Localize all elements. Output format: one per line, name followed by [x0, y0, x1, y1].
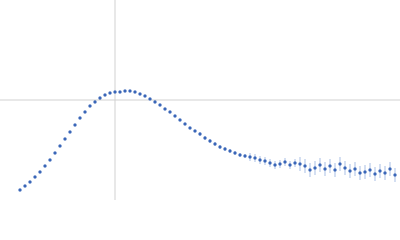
- data-point: [48, 158, 52, 162]
- data-point: [118, 90, 122, 94]
- data-point: [228, 149, 232, 153]
- data-point: [368, 168, 372, 172]
- data-point: [238, 153, 242, 157]
- data-point: [33, 175, 37, 179]
- data-point: [273, 163, 277, 167]
- data-point: [313, 166, 317, 170]
- data-point: [373, 172, 377, 176]
- data-point: [53, 151, 57, 155]
- data-point: [173, 114, 177, 118]
- data-point: [23, 184, 27, 188]
- data-point: [388, 167, 392, 171]
- data-point: [393, 173, 397, 177]
- data-point: [178, 118, 182, 122]
- data-point: [153, 100, 157, 104]
- data-point: [18, 188, 22, 192]
- data-point: [218, 145, 222, 149]
- data-point: [248, 155, 252, 159]
- data-point: [258, 158, 262, 162]
- data-point: [243, 154, 247, 158]
- data-point: [323, 167, 327, 171]
- data-point: [208, 139, 212, 143]
- data-point: [158, 103, 162, 107]
- data-point: [283, 160, 287, 164]
- data-point: [308, 168, 312, 172]
- data-point: [193, 129, 197, 133]
- data-point: [378, 169, 382, 173]
- data-point: [233, 151, 237, 155]
- data-point: [78, 116, 82, 120]
- data-point: [303, 164, 307, 168]
- data-point: [163, 107, 167, 111]
- data-point: [148, 97, 152, 101]
- data-point: [383, 171, 387, 175]
- page: {"chart_data": {"type": "scatter", "xlim…: [0, 0, 400, 200]
- data-point: [343, 166, 347, 170]
- data-point: [83, 110, 87, 114]
- data-point: [108, 91, 112, 95]
- data-point: [183, 122, 187, 126]
- data-point: [28, 180, 32, 184]
- data-point: [93, 100, 97, 104]
- data-point: [98, 96, 102, 100]
- data-point: [263, 159, 267, 163]
- data-point: [333, 168, 337, 172]
- data-point: [298, 162, 302, 166]
- data-point: [328, 164, 332, 168]
- chart: [0, 0, 400, 200]
- data-point: [203, 136, 207, 140]
- data-point: [103, 93, 107, 97]
- data-point: [128, 89, 132, 93]
- data-point: [113, 90, 117, 94]
- data-point: [73, 123, 77, 127]
- data-point: [38, 170, 42, 174]
- data-point: [293, 161, 297, 165]
- data-point: [268, 161, 272, 165]
- data-point: [253, 156, 257, 160]
- data-point: [138, 92, 142, 96]
- data-point: [278, 162, 282, 166]
- data-point: [223, 147, 227, 151]
- data-point: [213, 142, 217, 146]
- data-point: [143, 94, 147, 98]
- data-point: [363, 170, 367, 174]
- data-point: [58, 144, 62, 148]
- data-point: [348, 169, 352, 173]
- data-point: [133, 90, 137, 94]
- data-point: [88, 104, 92, 108]
- data-point: [68, 130, 72, 134]
- data-point: [318, 163, 322, 167]
- data-point: [188, 126, 192, 130]
- data-point: [288, 163, 292, 167]
- data-point: [353, 167, 357, 171]
- data-point: [198, 132, 202, 136]
- data-point: [358, 171, 362, 175]
- data-point: [338, 162, 342, 166]
- data-point: [63, 137, 67, 141]
- data-point: [168, 110, 172, 114]
- data-point: [43, 164, 47, 168]
- data-point: [123, 89, 127, 93]
